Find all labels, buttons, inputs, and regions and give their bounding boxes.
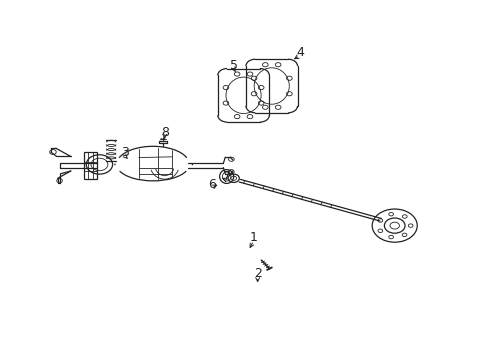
Text: 3: 3 (121, 146, 128, 159)
Text: 5: 5 (230, 59, 238, 72)
Text: 1: 1 (249, 230, 257, 243)
Text: 8: 8 (161, 126, 168, 139)
Text: 7: 7 (222, 170, 230, 183)
Bar (84, 152, 97, 179)
Text: 4: 4 (295, 46, 303, 59)
Text: 6: 6 (207, 177, 215, 191)
Text: 2: 2 (253, 267, 261, 280)
